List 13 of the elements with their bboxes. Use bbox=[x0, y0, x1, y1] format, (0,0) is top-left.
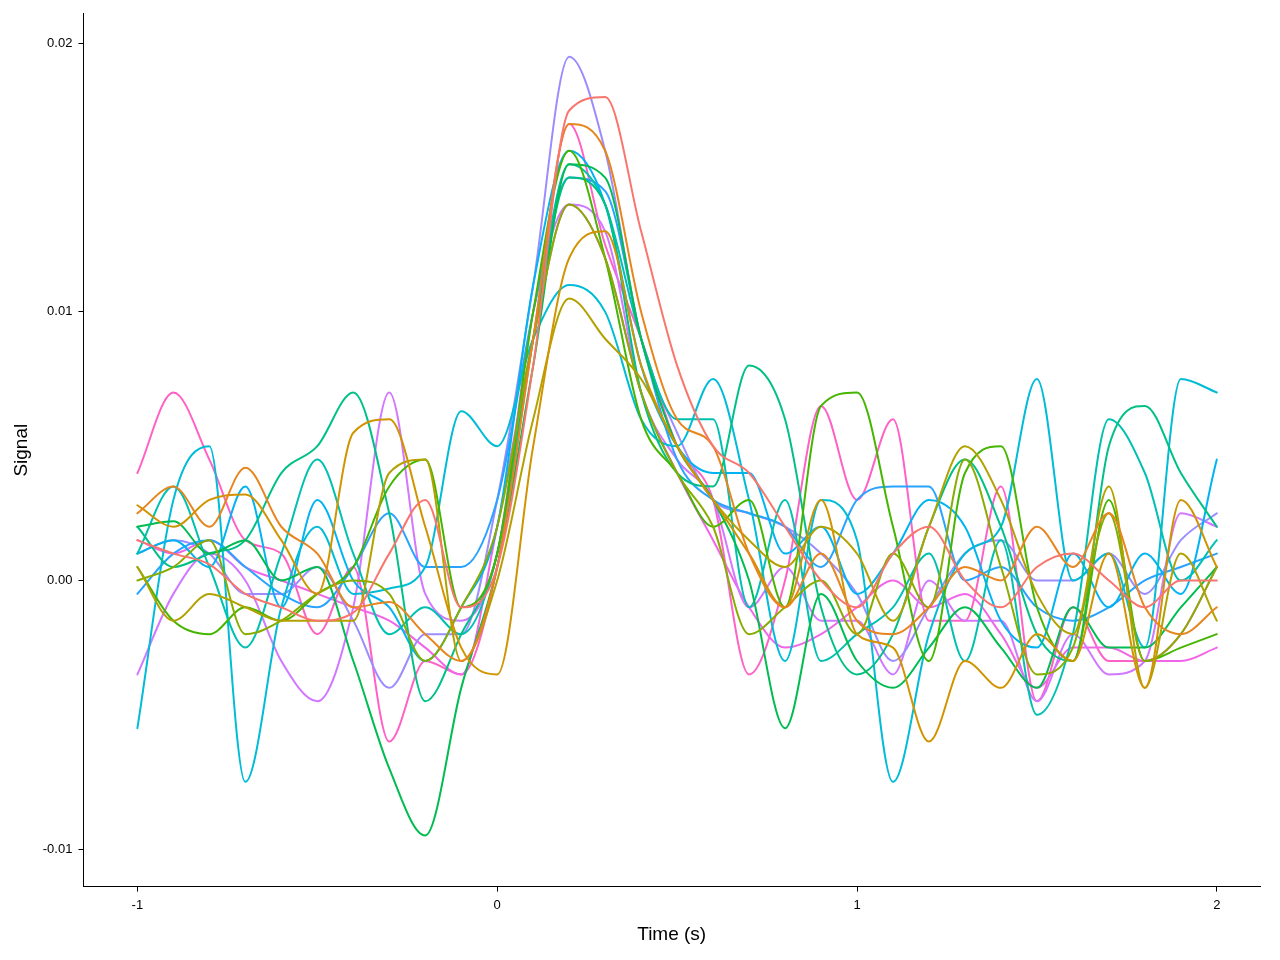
x-tick-label: 0 bbox=[493, 896, 501, 912]
x-tick-label: 1 bbox=[853, 896, 861, 912]
y-tick-label: 0.02 bbox=[47, 34, 73, 50]
line-series bbox=[136, 297, 1218, 689]
y-tick-label: -0.01 bbox=[42, 840, 73, 856]
x-axis-title: Time (s) bbox=[637, 922, 707, 944]
line-series bbox=[136, 163, 1218, 837]
y-tick-label: 0.00 bbox=[47, 572, 73, 588]
line-series bbox=[136, 284, 1218, 783]
y-axis-title: Signal bbox=[9, 423, 31, 477]
y-tick-label: 0.01 bbox=[47, 303, 73, 319]
x-tick-label: 2 bbox=[1213, 896, 1221, 912]
x-tick-label: -1 bbox=[131, 896, 144, 912]
